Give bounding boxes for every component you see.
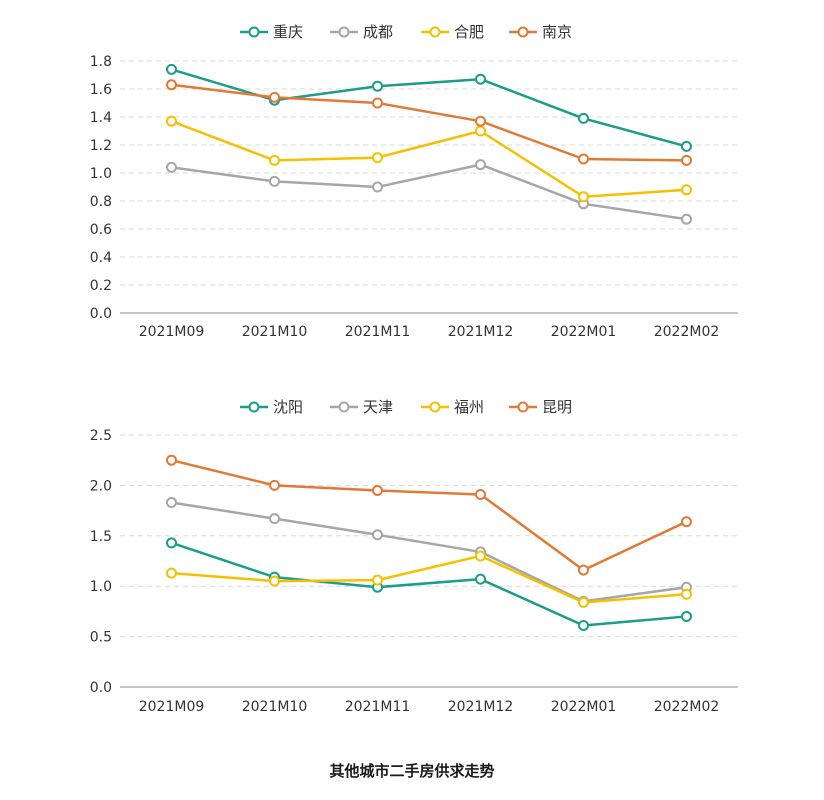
data-point	[166, 79, 177, 91]
y-tick-label: 1.8	[90, 54, 112, 70]
y-tick-label: 1.0	[90, 166, 112, 182]
data-point	[578, 153, 589, 165]
y-tick-label: 2.5	[90, 428, 112, 444]
y-tick-label: 1.2	[90, 138, 112, 154]
x-tick-label: 2021M12	[448, 324, 514, 340]
data-point	[475, 115, 486, 127]
y-tick-label: 0.4	[90, 250, 112, 266]
x-tick-label: 2021M12	[448, 699, 514, 715]
x-tick-label: 2022M01	[551, 699, 617, 715]
data-point	[681, 516, 692, 528]
x-tick-label: 2021M11	[345, 699, 411, 715]
charts-canvas: 0.0 0.2 0.4 0.6 0.8 1.0 1.2 1.4 1.6 1.8 2021M09 202…	[90, 23, 738, 715]
data-point	[269, 154, 280, 166]
series-line-成都	[171, 163, 687, 221]
x-tick-label: 2021M10	[242, 324, 308, 340]
data-point	[269, 91, 280, 103]
legend-marker-icon	[429, 401, 441, 413]
x-tick-label: 2022M02	[654, 324, 720, 340]
series-line-南京	[171, 83, 687, 162]
series-line-合肥	[171, 120, 687, 199]
data-point	[166, 567, 177, 579]
series-line-天津	[171, 501, 687, 603]
data-point	[166, 497, 177, 509]
data-point	[475, 550, 486, 562]
legend-marker-icon	[517, 401, 529, 413]
data-point	[372, 80, 383, 92]
line-chart-1: 0.0 0.2 0.4 0.6 0.8 1.0 1.2 1.4 1.6 1.8 2021M09 202…	[90, 23, 738, 340]
series-line-昆明	[171, 458, 688, 572]
data-point	[166, 63, 177, 75]
legend-label: 昆明	[542, 398, 572, 416]
data-point	[475, 488, 486, 500]
data-point	[681, 213, 692, 225]
x-tick-label: 2022M01	[551, 324, 617, 340]
data-point	[578, 112, 589, 124]
legend-marker-icon	[248, 401, 260, 413]
data-point	[475, 73, 486, 85]
legend-label: 南京	[542, 23, 572, 41]
legend-label: 重庆	[273, 23, 303, 41]
data-point	[578, 191, 589, 203]
data-point	[269, 575, 280, 587]
y-tick-label: 0.8	[90, 194, 112, 210]
legend-label: 福州	[454, 398, 484, 416]
x-tick-label: 2021M11	[345, 324, 411, 340]
y-tick-label: 0.0	[90, 680, 112, 696]
data-point	[475, 159, 486, 171]
legend-label: 合肥	[454, 23, 484, 41]
x-tick-label: 2021M09	[139, 699, 205, 715]
data-point	[166, 161, 177, 173]
data-point	[269, 479, 280, 491]
data-point	[681, 588, 692, 600]
legend-label: 成都	[363, 23, 393, 41]
y-tick-label: 0.2	[90, 278, 112, 294]
y-tick-label: 2.0	[90, 478, 112, 494]
x-tick-label: 2021M10	[242, 699, 308, 715]
data-point	[578, 596, 589, 608]
data-point	[166, 115, 177, 127]
data-point	[578, 620, 589, 632]
data-point	[372, 97, 383, 109]
data-point	[681, 154, 692, 166]
legend-marker-icon	[248, 26, 260, 38]
legend-label: 沈阳	[273, 398, 303, 416]
legend-marker-icon	[338, 26, 350, 38]
series-line-沈阳	[171, 541, 687, 627]
y-tick-label: 0.5	[90, 630, 112, 646]
figure-caption: 其他城市二手房供求走势	[329, 762, 495, 780]
y-tick-label: 1.4	[90, 110, 112, 126]
y-tick-label: 0.0	[90, 306, 112, 322]
x-tick-label: 2021M09	[139, 324, 205, 340]
data-point	[269, 175, 280, 187]
data-point	[166, 537, 177, 549]
legend-marker-icon	[429, 26, 441, 38]
data-point	[372, 152, 383, 164]
line-chart-2: 0.0 0.5 1.0 1.5 2.0 2.5 2021M09 2021M10 2021M11 2…	[90, 398, 738, 715]
data-point	[372, 529, 383, 541]
y-tick-label: 1.0	[90, 579, 112, 595]
data-point	[269, 513, 280, 525]
y-tick-label: 1.6	[90, 82, 112, 98]
x-tick-label: 2022M02	[654, 699, 720, 715]
data-point	[475, 573, 486, 585]
legend-marker-icon	[517, 26, 529, 38]
y-tick-label: 0.6	[90, 222, 112, 238]
legend-label: 天津	[363, 398, 393, 416]
y-tick-label: 1.5	[90, 529, 112, 545]
series-line-福州	[171, 554, 687, 604]
data-point	[475, 125, 486, 137]
data-point	[372, 484, 383, 496]
data-point	[681, 140, 692, 152]
data-point	[681, 184, 692, 196]
series-line-重庆	[171, 68, 687, 148]
data-point	[372, 574, 383, 586]
data-point	[166, 454, 177, 466]
legend-marker-icon	[338, 401, 350, 413]
data-point	[681, 610, 692, 622]
data-point	[372, 181, 383, 193]
data-point	[578, 564, 589, 576]
